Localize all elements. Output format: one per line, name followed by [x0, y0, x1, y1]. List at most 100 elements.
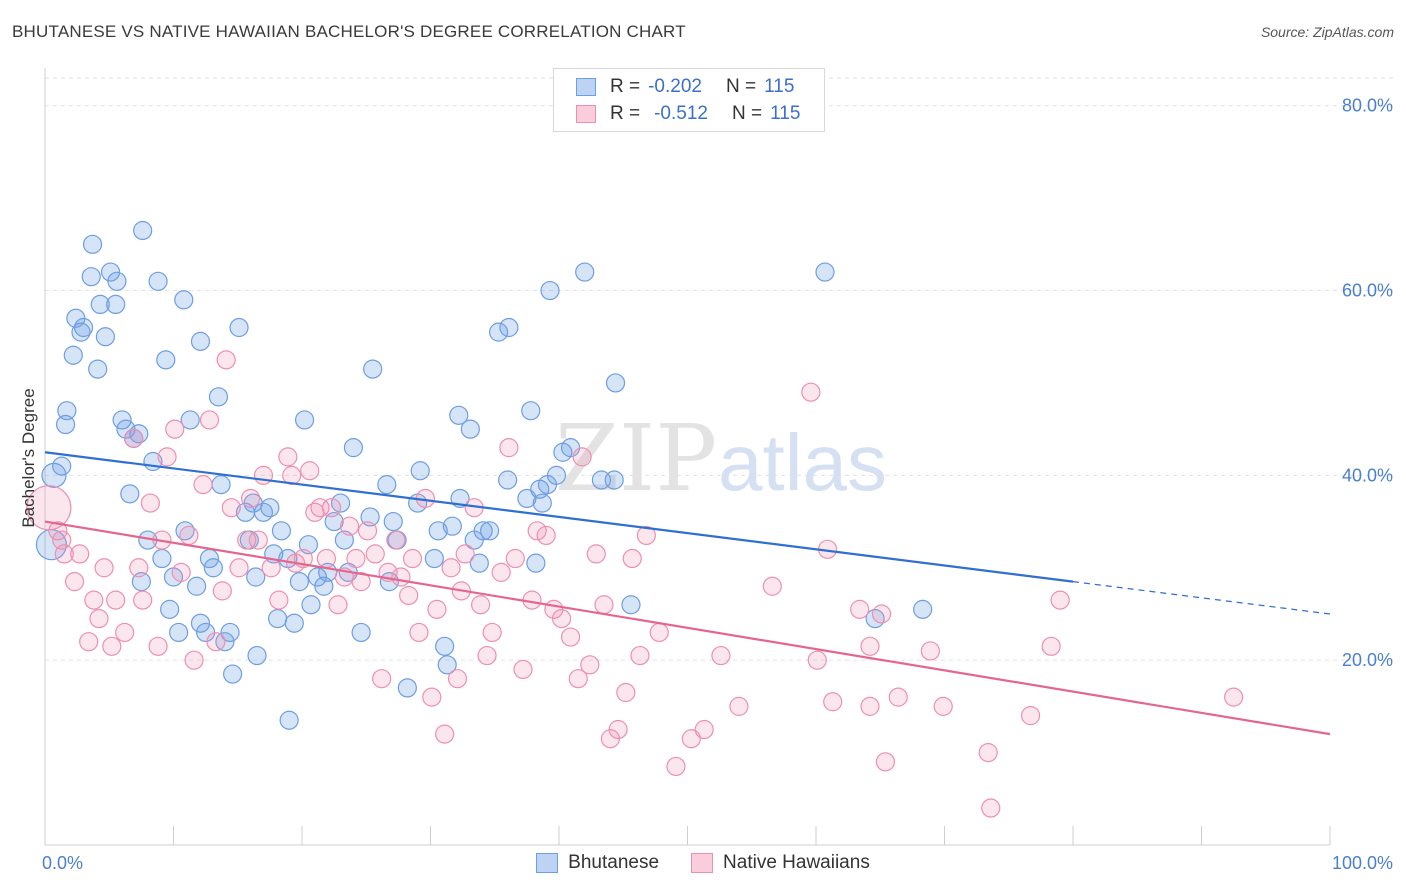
stats-legend: R = -0.202 N = 115 R = -0.512 N = 115 [553, 68, 825, 132]
data-point [190, 331, 211, 351]
data-point [469, 553, 489, 573]
data-point [212, 581, 232, 601]
data-point [455, 544, 475, 564]
data-point [410, 461, 430, 481]
data-point [499, 438, 519, 458]
data-point [560, 627, 581, 647]
data-point [391, 567, 411, 587]
data-point [278, 447, 298, 467]
legend-swatch-bhutanese [536, 853, 559, 873]
trend-lines [44, 451, 1331, 736]
data-point [608, 719, 628, 740]
data-point [477, 645, 497, 666]
data-point [437, 655, 457, 675]
trend-line-bhutanese [44, 451, 1074, 583]
data-point [666, 756, 686, 777]
y-tick-label: 60.0% [1342, 281, 1393, 301]
data-point [133, 590, 153, 610]
n-value: 115 [764, 76, 795, 97]
data-point [489, 322, 509, 342]
data-point [180, 410, 200, 430]
data-point [216, 350, 236, 370]
data-point [399, 585, 419, 606]
data-point [289, 572, 310, 592]
data-point [187, 576, 207, 596]
data-point [422, 687, 442, 707]
data-point [447, 669, 468, 689]
data-point [57, 401, 77, 421]
series-native-hawaiians-points [26, 350, 1244, 818]
data-point [427, 599, 447, 619]
data-point [604, 470, 624, 490]
data-point [480, 521, 500, 541]
data-point [517, 488, 537, 509]
data-point [148, 636, 168, 656]
axes [44, 68, 1331, 846]
data-point [241, 488, 261, 509]
data-point [351, 572, 371, 592]
data-point [801, 382, 821, 402]
data-point [81, 267, 101, 287]
data-point [622, 548, 642, 569]
data-point [428, 521, 448, 541]
data-point [540, 280, 560, 301]
data-point [184, 650, 204, 670]
data-point [48, 521, 68, 541]
data-point [269, 590, 289, 610]
data-point [346, 548, 366, 569]
data-point [527, 521, 547, 541]
y-tick-label: 40.0% [1342, 465, 1393, 485]
data-point [815, 262, 835, 282]
data-point [372, 669, 392, 689]
legend-swatch-native-hawaiians [576, 105, 596, 123]
data-point [568, 669, 588, 689]
data-point [90, 294, 110, 315]
data-point [55, 414, 76, 435]
data-point [1041, 636, 1061, 656]
data-point [156, 350, 176, 370]
source-credit: Source: ZipAtlas.com [1260, 24, 1394, 40]
data-point [920, 641, 940, 661]
watermark-atlas: atlas [718, 418, 887, 507]
legend-item-native-hawaiians: Native Hawaiians [691, 852, 870, 874]
legend-label-native-hawaiians: Native Hawaiians [723, 852, 870, 873]
data-point [248, 530, 268, 550]
legend-swatch-native-hawaiians [691, 853, 714, 873]
data-point [229, 558, 249, 578]
data-point [351, 622, 371, 643]
data-point [343, 438, 363, 458]
series-legend: Bhutanese Native Hawaiians [0, 852, 1406, 874]
data-point [460, 419, 480, 439]
data-point [981, 798, 1001, 818]
data-point [807, 650, 827, 670]
data-point [169, 622, 189, 643]
data-point [532, 493, 552, 513]
data-point [124, 428, 144, 448]
data-point [482, 622, 502, 643]
y-tick-label: 20.0% [1342, 650, 1393, 670]
data-point [157, 447, 177, 467]
data-point [471, 595, 491, 615]
data-point [913, 599, 933, 619]
data-point [1020, 706, 1041, 726]
x-tick-label: 100.0% [1332, 853, 1393, 873]
data-point [261, 558, 281, 578]
data-point [860, 636, 880, 656]
data-point [823, 692, 843, 712]
data-point [442, 516, 462, 536]
data-point [89, 608, 109, 629]
data-point [316, 548, 337, 569]
data-point [630, 645, 650, 666]
data-point [1050, 590, 1070, 610]
x-tick-label: 0.0% [42, 853, 83, 873]
data-point [106, 590, 126, 610]
data-point [888, 687, 908, 707]
data-point [594, 595, 614, 615]
data-point [284, 613, 304, 633]
data-point [267, 608, 288, 629]
data-point [505, 548, 525, 569]
legend-swatch-bhutanese [576, 78, 596, 96]
data-point [208, 387, 229, 407]
data-point [140, 493, 160, 513]
data-point [377, 475, 397, 495]
